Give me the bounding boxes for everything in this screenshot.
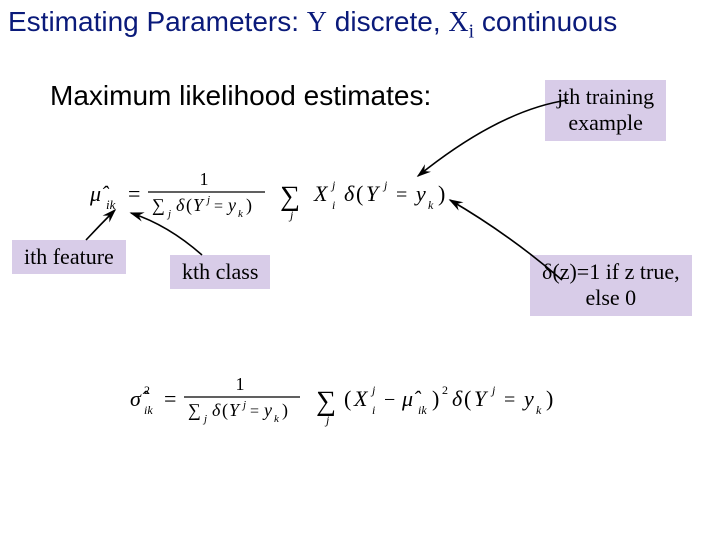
svg-text:(: ( [186, 195, 192, 216]
title-part3: continuous [474, 6, 617, 37]
svg-text:=: = [214, 198, 223, 215]
callout-delta: δ(z)=1 if z true, else 0 [530, 255, 692, 316]
callout-kth-text: kth class [182, 259, 258, 284]
svg-text:(: ( [344, 386, 351, 411]
title-part1: Estimating Parameters: [8, 6, 307, 37]
callout-ith-text: ith feature [24, 244, 114, 269]
svg-text:j: j [205, 194, 210, 206]
svg-text:1: 1 [236, 374, 245, 394]
svg-text:∑: ∑ [188, 400, 201, 420]
svg-text:=: = [250, 403, 259, 420]
callout-delta-l2: else 0 [585, 285, 636, 310]
formula-sigma: σ̂ 2 ik = 1 ∑ j δ ( Y j = y k ) ∑ j ( X … [130, 370, 690, 435]
svg-text:k: k [536, 403, 542, 417]
svg-text:y: y [226, 195, 236, 215]
svg-text:(: ( [464, 386, 471, 411]
svg-text:1: 1 [200, 169, 209, 189]
svg-text:Y: Y [474, 386, 489, 411]
svg-text:(: ( [356, 181, 363, 206]
svg-text:(: ( [222, 400, 228, 421]
svg-text:=: = [396, 184, 407, 206]
svg-text:=: = [128, 181, 140, 206]
svg-text:j: j [166, 208, 171, 220]
svg-text:i: i [372, 403, 375, 417]
svg-text:δ: δ [452, 386, 463, 411]
svg-text:ik: ik [106, 197, 116, 212]
svg-text:δ: δ [344, 181, 355, 206]
callout-jth-l1: jth training [557, 84, 654, 109]
callout-ith: ith feature [12, 240, 126, 274]
svg-text:): ) [246, 195, 252, 216]
svg-text:y: y [262, 400, 272, 420]
svg-text:Y: Y [229, 400, 241, 420]
svg-text:X: X [313, 181, 329, 206]
svg-text:ik: ik [418, 403, 427, 417]
formula-mu: μ̂ ik = 1 ∑ j δ ( Y j = y k ) ∑ j X j i … [90, 165, 610, 230]
svg-text:k: k [238, 208, 244, 220]
svg-text:): ) [546, 386, 553, 411]
svg-text:Y: Y [193, 195, 205, 215]
svg-text:j: j [370, 383, 376, 397]
svg-text:y: y [522, 386, 534, 411]
title-Xi: X [448, 7, 468, 38]
svg-text:ik: ik [144, 403, 153, 417]
svg-text:−: − [384, 389, 395, 411]
subtitle: Maximum likelihood estimates: [50, 80, 431, 112]
svg-text:k: k [274, 413, 280, 425]
svg-text:): ) [432, 386, 439, 411]
callout-jth-l2: example [568, 110, 643, 135]
svg-text:2: 2 [442, 383, 448, 397]
title-part2: discrete, [327, 6, 448, 37]
svg-text:): ) [438, 181, 445, 206]
svg-text:X: X [353, 386, 369, 411]
svg-text:i: i [332, 198, 335, 212]
svg-text:j: j [241, 399, 246, 411]
callout-jth: jth training example [545, 80, 666, 141]
svg-text:j: j [490, 383, 496, 397]
svg-text:Y: Y [366, 181, 381, 206]
svg-text:j: j [202, 413, 207, 425]
svg-text:=: = [164, 386, 176, 411]
svg-text:=: = [504, 389, 515, 411]
svg-text:j: j [330, 178, 336, 192]
svg-text:2: 2 [144, 383, 150, 397]
svg-text:∑: ∑ [152, 195, 165, 215]
callout-delta-l1: δ(z)=1 if z true, [542, 259, 680, 284]
svg-text:k: k [428, 198, 434, 212]
slide-title: Estimating Parameters: Y discrete, Xi co… [8, 6, 617, 44]
svg-text:y: y [414, 181, 426, 206]
title-Y: Y [307, 7, 327, 38]
svg-text:): ) [282, 400, 288, 421]
svg-text:δ: δ [176, 195, 185, 215]
svg-text:δ: δ [212, 400, 221, 420]
svg-text:j: j [382, 178, 388, 192]
callout-kth: kth class [170, 255, 270, 289]
